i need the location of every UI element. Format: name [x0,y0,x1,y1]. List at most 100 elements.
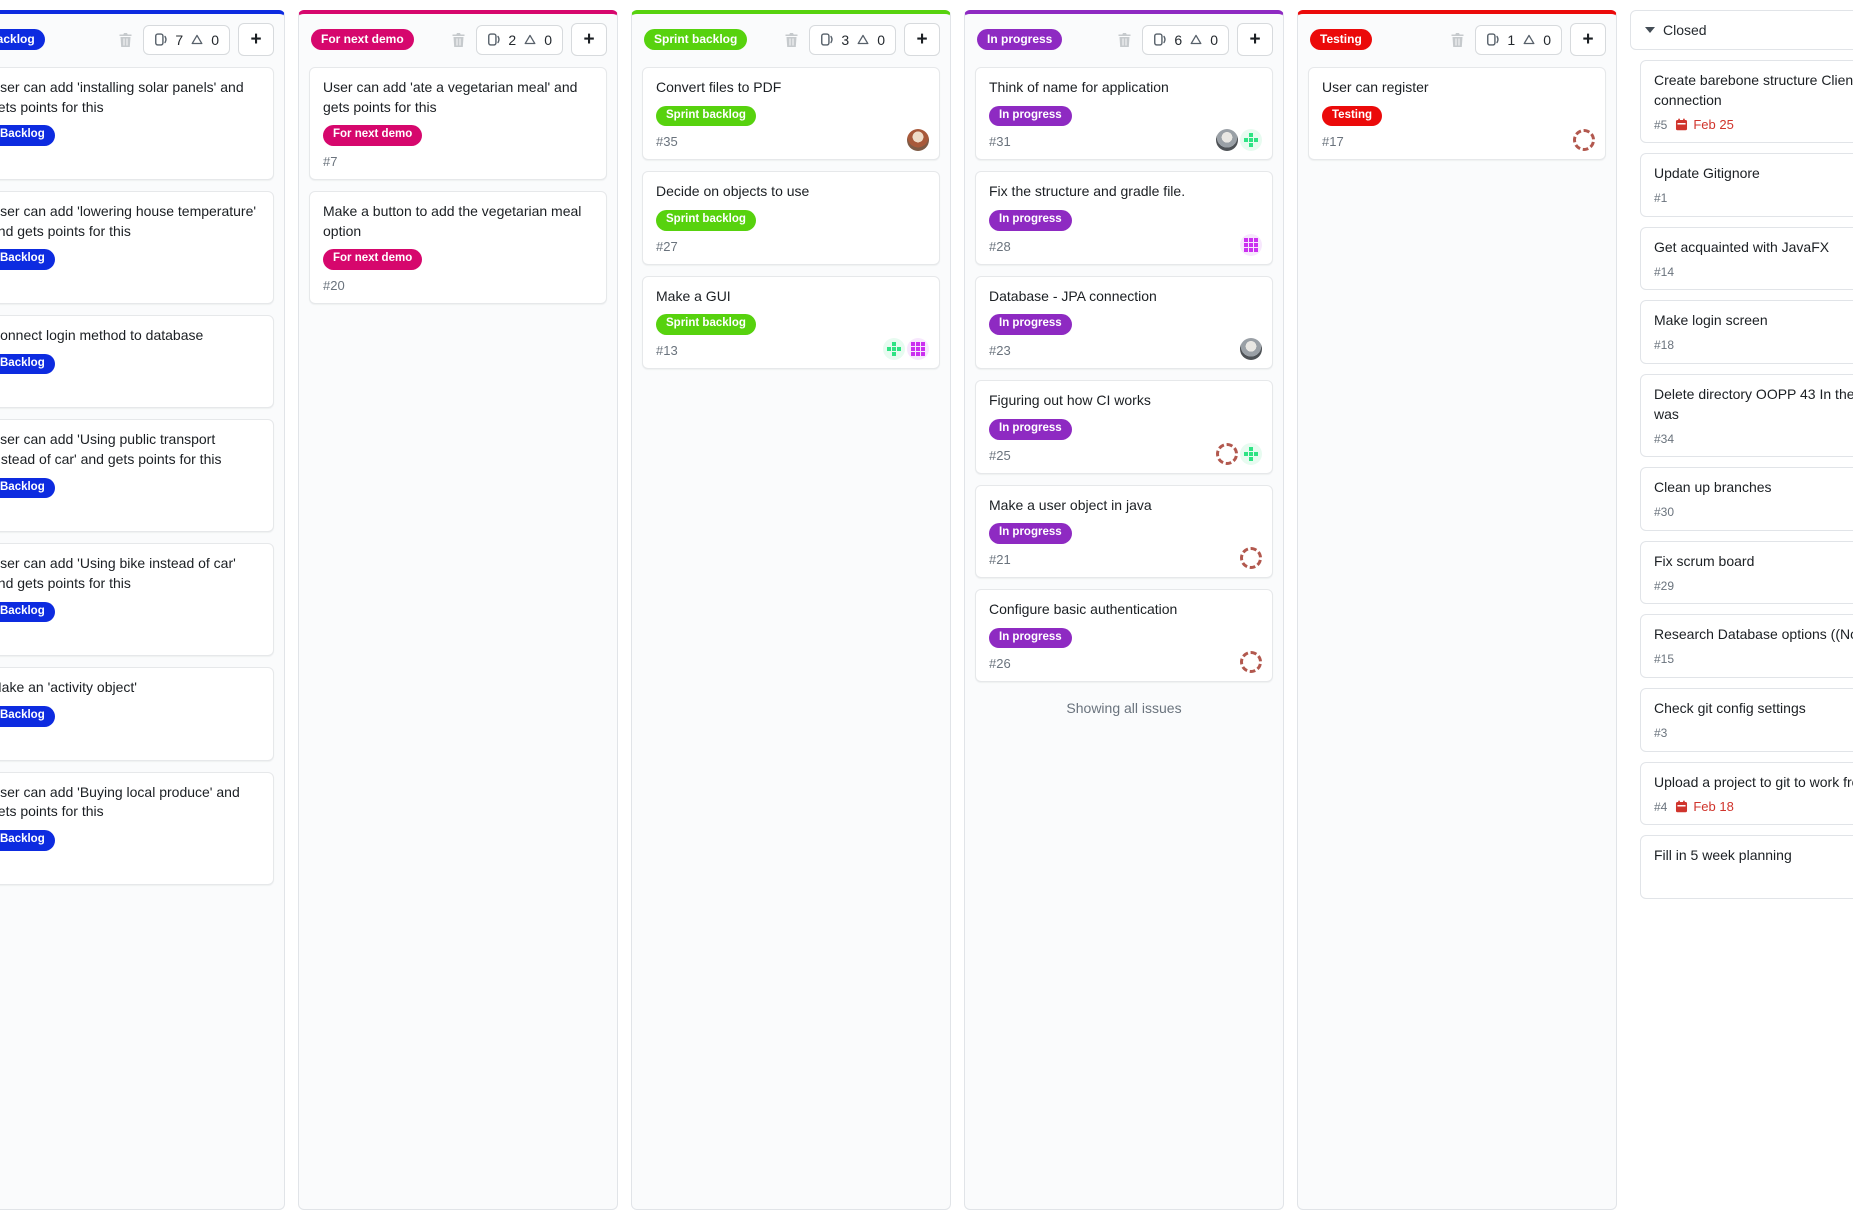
issue-card[interactable]: User can add 'Using bike instead of car'… [0,543,274,657]
secondary-count: 0 [211,31,219,48]
card-title: Check git config settings [1654,699,1806,716]
card-meta: #20 [323,277,593,294]
issue-number: #29 [1654,578,1675,593]
milestone-triangle-icon [856,32,870,47]
column-counts[interactable]: 7 0 [143,24,230,55]
delete-column-button[interactable] [782,30,801,50]
issue-number: #26 [989,656,1011,672]
loading-avatar-spinner [1216,442,1238,465]
issue-card[interactable]: Fix scrum board #29 [1640,540,1853,605]
cards-container: Think of name for application In progres… [965,65,1283,692]
issue-card[interactable]: Research Database options ((No)SQL?) #15 [1640,614,1853,678]
column-counts[interactable]: 1 0 [1475,24,1562,55]
issue-card[interactable]: Make a user object in java In progress #… [975,484,1273,578]
card-meta: #15 [1654,651,1853,668]
card-meta: #5 Feb 25 [1654,116,1853,133]
milestone-triangle-icon [190,32,204,47]
card-title: Convert files to PDF [656,79,782,95]
closed-column-toggle[interactable]: Closed [1630,10,1853,50]
trash-icon [1450,32,1465,48]
issue-card[interactable]: Make login screen #18 [1640,300,1853,364]
issue-number: #20 [323,277,345,293]
delete-column-button[interactable] [449,30,468,50]
column-header: In progress 6 0 + [965,14,1283,65]
card-title: Make a user object in java [989,496,1152,513]
issue-card[interactable]: User can register Testing #17 [1308,67,1606,161]
card-title: User can add 'installing solar panels' a… [0,79,244,115]
card-title: Fix scrum board [1654,552,1755,569]
trash-icon [1117,32,1132,48]
issue-card[interactable]: Create barebone structure Client-Server … [1640,60,1853,144]
issue-card[interactable]: User can add 'Using public transport ins… [0,419,274,533]
issue-card[interactable]: Connect login method to database Backlog [0,314,274,409]
card-title: Make a button to add the vegetarian meal… [323,202,582,239]
add-card-button[interactable]: + [1237,23,1273,56]
avatars [1573,129,1595,152]
card-title: Update Gitignore [1654,165,1760,182]
card-title: Database - JPA connection [989,287,1157,304]
card-meta [0,277,260,294]
add-card-button[interactable]: + [238,23,274,56]
add-card-button[interactable]: + [1570,23,1606,56]
card-meta: #28 [989,238,1259,255]
photo-red-avatar [907,129,929,152]
issue-card[interactable]: Convert files to PDF Sprint backlog #35 [642,67,940,161]
issue-card[interactable]: User can add 'installing solar panels' a… [0,67,274,180]
issue-number: #35 [656,134,678,150]
issue-card[interactable]: Make a button to add the vegetarian meal… [309,190,607,304]
calendar-icon [1675,800,1688,813]
column-testing: Testing 1 0 + User can register Tes [1297,10,1617,1210]
card-meta: #1 [1654,190,1853,207]
delete-column-button[interactable] [116,30,135,50]
issue-card[interactable]: Get acquainted with JavaFX #14 [1640,226,1853,291]
issue-number: #34 [1654,431,1675,446]
issue-card[interactable]: Think of name for application In progres… [975,67,1273,161]
column-counts[interactable]: 6 0 [1142,24,1229,55]
issue-number: #25 [989,447,1011,463]
card-count: 3 [841,31,850,48]
issue-card[interactable]: Upload a project to git to work from #4 … [1640,761,1853,826]
card-meta: #21 [989,551,1259,568]
issue-card[interactable]: User can add 'Buying local produce' and … [0,771,274,885]
issue-card[interactable]: Check git config settings #3 [1640,687,1853,752]
column-counts[interactable]: 3 0 [809,24,896,55]
delete-column-button[interactable] [1115,30,1134,50]
add-card-button[interactable]: + [571,23,607,56]
issue-card[interactable]: Figuring out how CI works In progress #2… [975,380,1273,474]
issue-card[interactable]: Delete directory OOPP 43 In the beginnin… [1640,373,1853,458]
card-title: User can register [1322,79,1429,95]
issue-number: #28 [989,238,1011,254]
issue-card[interactable]: Decide on objects to use Sprint backlog … [642,171,940,265]
card-label-pill: Backlog [0,353,55,375]
delete-column-button[interactable] [1448,30,1467,50]
avatars [1240,546,1262,569]
issue-number: #15 [1654,652,1675,667]
add-card-button[interactable]: + [904,23,940,56]
issue-card[interactable]: Fix the structure and gradle file. In pr… [975,171,1273,265]
issue-card[interactable]: Update Gitignore #1 [1640,153,1853,217]
closed-column-title: Closed [1663,22,1707,38]
issue-card[interactable]: Configure basic authentication In progre… [975,588,1273,683]
issue-card-icon [1486,32,1500,47]
column-counts[interactable]: 2 0 [476,24,563,55]
card-meta: #34 [1654,430,1853,447]
issue-card[interactable]: Fill in 5 week planning [1640,835,1853,899]
issue-card[interactable]: Make a GUI Sprint backlog #13 [642,275,940,370]
card-label-pill: For next demo [323,125,423,146]
issue-card[interactable]: User can add 'lowering house temperature… [0,190,274,304]
issue-card[interactable]: User can add 'ate a vegetarian meal' and… [309,67,607,180]
identicon-green-avatar [1240,129,1262,152]
identicon-green-avatar [883,338,905,361]
card-label-pill: Backlog [0,249,55,270]
card-label-pill: Backlog [0,601,55,623]
issue-card[interactable]: Make an 'activity object' Backlog [0,667,274,761]
issue-card-icon [820,32,834,47]
column-sprint-backlog: Sprint backlog 3 0 + Convert files to P [631,10,951,1210]
card-count: 2 [508,31,517,48]
avatars [907,129,929,152]
column-label-pill: Testing [1310,28,1372,51]
card-count: 1 [1507,31,1516,48]
issue-card-icon [154,32,168,47]
issue-card[interactable]: Database - JPA connection In progress #2… [975,275,1273,370]
issue-card[interactable]: Clean up branches #30 [1640,467,1853,531]
